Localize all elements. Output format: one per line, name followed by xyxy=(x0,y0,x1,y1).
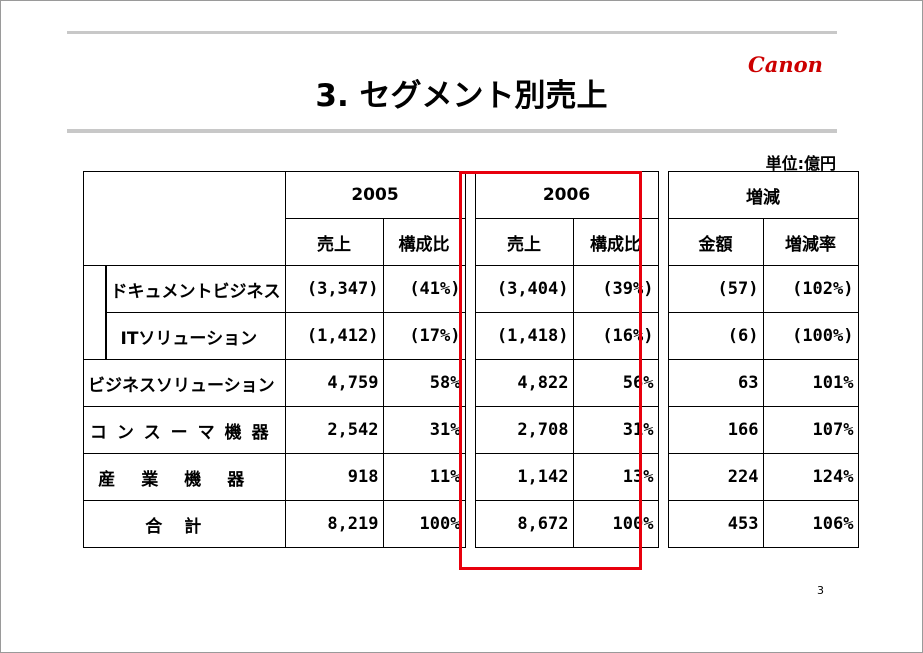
column-gap xyxy=(657,171,669,548)
header-corner xyxy=(83,171,286,266)
ratio-2006: (39%) xyxy=(572,265,659,313)
table-row: ドキュメントビジネス (3,347) (41%) (3,404) (39%) (… xyxy=(83,265,859,313)
row-label: コンスーマ機器 xyxy=(83,406,286,454)
ratio-2005: 11% xyxy=(382,453,466,501)
sales-2006: 1,142 xyxy=(474,453,574,501)
sales-2006: (1,418) xyxy=(474,312,574,360)
change-rate: (102%) xyxy=(762,265,859,313)
row-label: ビジネスソリューション xyxy=(83,359,286,407)
row-indent xyxy=(83,265,106,313)
change-amount: 166 xyxy=(667,406,764,454)
canon-logo: Canon xyxy=(748,52,823,77)
row-label: ドキュメントビジネス xyxy=(104,265,286,313)
table-row: 産業機器 918 11% 1,142 13% 224 124% xyxy=(83,453,859,501)
row-label: 合計 xyxy=(83,500,286,548)
change-amount: (57) xyxy=(667,265,764,313)
ratio-2006: 31% xyxy=(572,406,659,454)
header-ratio-2006: 構成比 xyxy=(572,218,659,266)
ratio-2005: 58% xyxy=(382,359,466,407)
row-label: ITソリューション xyxy=(104,312,286,360)
sales-2006: 8,672 xyxy=(474,500,574,548)
header-sales-2006: 売上 xyxy=(474,218,574,266)
ratio-2006: 56% xyxy=(572,359,659,407)
ratio-2005: 31% xyxy=(382,406,466,454)
change-amount: 63 xyxy=(667,359,764,407)
page-number: 3 xyxy=(817,584,824,597)
ratio-2006: 100% xyxy=(572,500,659,548)
title-rule xyxy=(67,129,837,133)
header-row-metrics: 売上 構成比 売上 構成比 金額 増減率 xyxy=(84,218,859,266)
ratio-2005: 100% xyxy=(382,500,466,548)
sales-2005: (1,412) xyxy=(284,312,384,360)
sales-2005: 4,759 xyxy=(284,359,384,407)
table-row: ビジネスソリューション 4,759 58% 4,822 56% 63 101% xyxy=(83,359,859,407)
change-amount: (6) xyxy=(667,312,764,360)
change-rate: 106% xyxy=(762,500,859,548)
header-sales-2005: 売上 xyxy=(284,218,384,266)
change-rate: 124% xyxy=(762,453,859,501)
header-ratio-2005: 構成比 xyxy=(382,218,466,266)
sales-2006: (3,404) xyxy=(474,265,574,313)
column-gap xyxy=(464,171,476,548)
sales-2005: 2,542 xyxy=(284,406,384,454)
ratio-2006: 13% xyxy=(572,453,659,501)
row-indent xyxy=(83,312,106,360)
sales-2005: 8,219 xyxy=(284,500,384,548)
header-year-2005: 2005 xyxy=(284,171,466,219)
header-row-years: 2005 2006 増減 xyxy=(83,171,859,548)
change-rate: 107% xyxy=(762,406,859,454)
unit-label: 単位:億円 xyxy=(765,154,836,173)
ratio-2005: (17%) xyxy=(382,312,466,360)
change-amount: 453 xyxy=(667,500,764,548)
sales-2006: 4,822 xyxy=(474,359,574,407)
top-rule xyxy=(67,31,837,34)
sales-2005: 918 xyxy=(284,453,384,501)
segment-sales-table: 2005 2006 増減 売上 構成比 売上 構成比 金額 増減率 ドキュメント… xyxy=(83,171,859,548)
header-change-rate: 増減率 xyxy=(762,218,859,266)
table-row: コンスーマ機器 2,542 31% 2,708 31% 166 107% xyxy=(83,406,859,454)
header-amount: 金額 xyxy=(667,218,764,266)
sales-2005: (3,347) xyxy=(284,265,384,313)
change-rate: 101% xyxy=(762,359,859,407)
row-label: 産業機器 xyxy=(83,453,286,501)
slide-title: 3. セグメント別売上 xyxy=(315,78,608,114)
change-amount: 224 xyxy=(667,453,764,501)
sales-2006: 2,708 xyxy=(474,406,574,454)
change-rate: (100%) xyxy=(762,312,859,360)
header-year-2006: 2006 xyxy=(474,171,659,219)
header-change: 増減 xyxy=(667,171,859,219)
ratio-2006: (16%) xyxy=(572,312,659,360)
table-row-total: 合計 8,219 100% 8,672 100% 453 106% xyxy=(83,500,859,548)
ratio-2005: (41%) xyxy=(382,265,466,313)
